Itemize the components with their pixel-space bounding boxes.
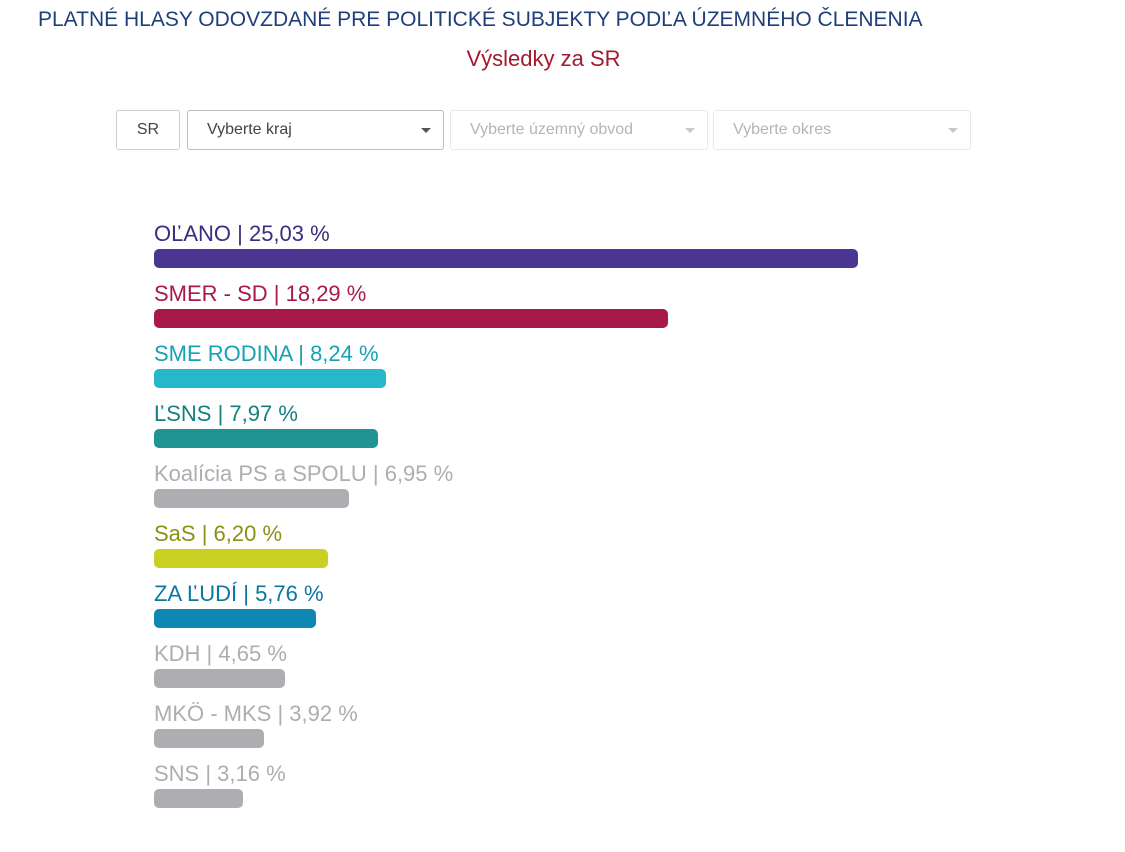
party-label: SNS | 3,16 % [154, 761, 286, 786]
party-bar [154, 669, 285, 688]
party-label: KDH | 4,65 % [154, 641, 287, 666]
chevron-down-icon [421, 128, 431, 133]
party-bar [154, 609, 316, 628]
party-label: ZA ĽUDÍ | 5,76 % [154, 581, 324, 606]
party-bar [154, 249, 858, 268]
party-bar [154, 789, 243, 808]
page-title: PLATNÉ HLASY ODOVZDANÉ PRE POLITICKÉ SUB… [38, 8, 923, 31]
obvod-select-value: Vyberte územný obvod [470, 121, 634, 138]
party-label: Koalícia PS a SPOLU | 6,95 % [154, 461, 454, 486]
obvod-select: Vyberte územný obvod [450, 110, 708, 150]
chevron-down-icon [685, 128, 695, 133]
party-bar [154, 489, 349, 508]
okres-select: Vyberte okres [713, 110, 971, 150]
party-label: SMER - SD | 18,29 % [154, 281, 367, 306]
party-label: MKÖ - MKS | 3,92 % [154, 701, 358, 726]
party-label: SaS | 6,20 % [154, 521, 283, 546]
party-bar [154, 429, 378, 448]
party-label: OĽANO | 25,03 % [154, 221, 330, 246]
chevron-down-icon [948, 128, 958, 133]
party-bar [154, 369, 386, 388]
okres-select-value: Vyberte okres [733, 121, 832, 138]
party-label: ĽSNS | 7,97 % [154, 401, 298, 426]
party-bar [154, 549, 328, 568]
kraj-select-value: Vyberte kraj [207, 121, 292, 138]
sr-button[interactable]: SR [116, 110, 180, 150]
kraj-select[interactable]: Vyberte kraj [187, 110, 444, 150]
party-bar [154, 309, 668, 328]
results-subtitle: Výsledky za SR [466, 46, 621, 71]
party-bar [154, 729, 264, 748]
party-label: SME RODINA | 8,24 % [154, 341, 379, 366]
